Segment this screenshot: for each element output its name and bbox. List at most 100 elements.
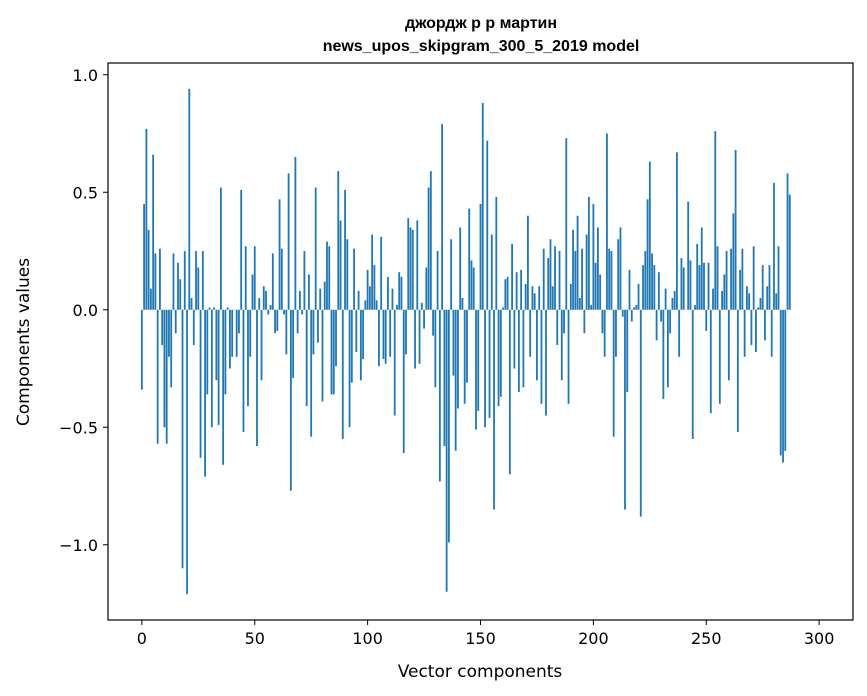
bar-7: [156, 309, 159, 444]
bar-95: [355, 309, 358, 353]
bar-274: [759, 298, 762, 310]
bar-88: [339, 220, 342, 310]
bar-201: [594, 262, 597, 310]
bar-78: [317, 309, 319, 343]
bar-233: [666, 309, 669, 388]
bar-26: [199, 309, 202, 458]
bar-223: [644, 251, 647, 310]
bar-4: [149, 288, 152, 310]
bar-159: [499, 309, 502, 397]
bar-252: [709, 309, 712, 414]
bar-135: [445, 309, 448, 592]
x-tick-label: 0: [137, 629, 147, 648]
bar-250: [705, 309, 708, 331]
bar-171: [527, 215, 529, 310]
bar-121: [414, 309, 416, 369]
bar-183: [554, 246, 556, 310]
bar-180: [547, 258, 550, 310]
bar-68: [294, 157, 297, 310]
bar-172: [529, 309, 532, 357]
bar-12: [168, 309, 170, 357]
bar-212: [619, 227, 622, 310]
bar-86: [335, 309, 337, 367]
bar-239: [680, 258, 683, 310]
bar-125: [423, 309, 425, 329]
bar-181: [549, 239, 552, 310]
bar-175: [536, 309, 538, 381]
bar-83: [328, 246, 331, 310]
bar-206: [606, 133, 608, 310]
bar-286: [786, 173, 789, 310]
bar-203: [599, 274, 602, 310]
x-tick-label: 100: [352, 629, 383, 648]
bar-190: [569, 283, 572, 310]
bar-178: [542, 248, 545, 310]
bar-236: [673, 290, 676, 310]
bar-148: [475, 309, 477, 430]
bar-249: [703, 262, 705, 310]
bar-226: [651, 253, 653, 310]
bar-66: [289, 309, 292, 491]
y-tick-label: 1.0: [73, 66, 98, 85]
bar-72: [303, 251, 306, 310]
y-axis-label: Components values: [14, 258, 34, 426]
bar-256: [718, 309, 721, 404]
bar-158: [497, 309, 500, 407]
bar-59: [274, 309, 276, 334]
bar-177: [540, 309, 543, 404]
bar-155: [490, 234, 493, 310]
bar-60: [276, 309, 279, 331]
bar-45: [242, 309, 245, 432]
bar-230: [660, 309, 663, 322]
bar-174: [533, 293, 536, 310]
bar-58: [271, 253, 274, 310]
bar-179: [545, 309, 547, 416]
bar-82: [326, 241, 328, 310]
bar-104: [375, 300, 378, 310]
bars-group: [140, 88, 791, 595]
bar-14: [172, 253, 175, 310]
x-tick-label: 50: [245, 629, 265, 648]
bar-142: [461, 298, 464, 310]
bar-265: [739, 269, 742, 310]
bar-94: [353, 248, 355, 310]
x-tick-label: 250: [691, 629, 722, 648]
y-tick-label: −1.0: [59, 536, 98, 555]
bar-167: [517, 309, 520, 393]
bar-103: [373, 265, 376, 310]
bar-108: [384, 309, 387, 364]
bar-49: [251, 274, 254, 310]
bar-37: [224, 309, 227, 395]
bar-85: [332, 309, 335, 395]
bar-21: [188, 88, 191, 310]
bar-61: [278, 199, 281, 310]
bar-18: [181, 309, 184, 569]
bar-276: [764, 309, 766, 341]
bar-147: [472, 267, 475, 310]
bar-16: [177, 262, 179, 310]
bar-96: [357, 290, 360, 310]
bar-99: [364, 300, 367, 310]
bar-218: [633, 307, 635, 310]
bar-264: [736, 309, 739, 432]
bar-231: [662, 309, 665, 400]
bar-261: [730, 248, 732, 310]
bar-74: [308, 274, 310, 310]
bar-114: [398, 272, 401, 310]
bar-102: [371, 234, 374, 310]
bar-36: [222, 309, 225, 465]
bar-23: [192, 309, 195, 346]
bar-217: [630, 309, 633, 322]
bar-117: [405, 309, 407, 355]
bar-271: [752, 246, 755, 310]
bar-285: [784, 309, 787, 451]
bar-50: [253, 246, 256, 310]
bar-67: [292, 309, 295, 378]
bar-112: [393, 309, 396, 416]
bar-57: [269, 305, 272, 310]
bar-9: [161, 309, 164, 346]
bar-237: [676, 152, 678, 310]
bar-123: [418, 309, 421, 364]
bar-267: [743, 309, 746, 357]
